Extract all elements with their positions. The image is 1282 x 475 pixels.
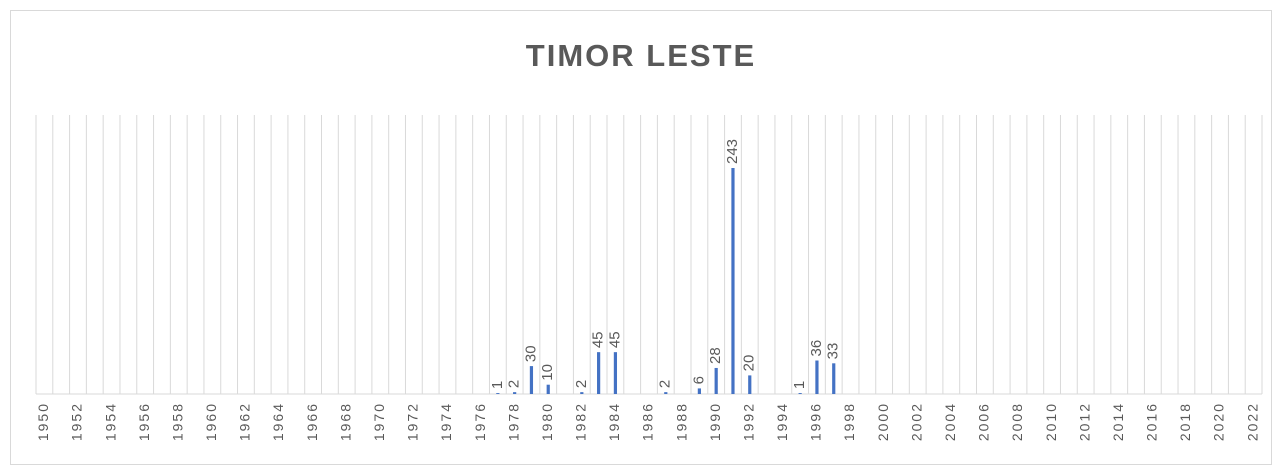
x-tick-label: 1988 (673, 402, 689, 441)
x-tick-label: 2022 (1244, 402, 1260, 441)
data-label: 6 (690, 376, 707, 384)
x-tick-label: 1990 (707, 402, 723, 441)
x-tick-label: 2004 (942, 402, 958, 441)
bar (529, 366, 534, 394)
bar (513, 392, 517, 394)
x-tick-label: 1994 (774, 402, 790, 441)
x-tick-label: 1992 (740, 402, 756, 441)
x-tick-label: 1958 (169, 402, 185, 441)
x-tick-label: 2016 (1144, 402, 1160, 441)
x-tick-label: 1962 (237, 402, 253, 441)
bar (731, 168, 735, 394)
bar (748, 375, 752, 394)
bar (697, 388, 701, 394)
x-tick-label: 2010 (1043, 402, 1059, 441)
bar (714, 367, 718, 394)
x-tick-label: 2018 (1177, 402, 1193, 441)
x-tick-label: 2006 (976, 402, 992, 441)
x-tick-label: 1986 (640, 402, 656, 441)
data-label: 20 (741, 355, 758, 372)
data-label: 2 (573, 380, 590, 388)
bar (798, 393, 802, 394)
x-tick-label: 1970 (371, 402, 387, 441)
data-label: 45 (590, 331, 607, 348)
x-tick-label: 1974 (438, 402, 454, 441)
x-tick-label: 1952 (69, 402, 85, 441)
x-tick-label: 1964 (270, 402, 286, 441)
bar (613, 352, 618, 394)
data-label: 33 (825, 343, 842, 360)
x-tick-label: 1976 (472, 402, 488, 441)
bar (580, 392, 584, 394)
data-label: 243 (724, 139, 741, 164)
data-label: 2 (657, 380, 674, 388)
x-tick-label: 1996 (808, 402, 824, 441)
data-label: 2 (506, 380, 523, 388)
x-tick-label: 1960 (203, 402, 219, 441)
bar (832, 363, 836, 394)
data-label: 10 (539, 364, 556, 381)
chart-title: TIMOR LESTE (526, 38, 756, 73)
data-label: 28 (707, 347, 724, 364)
bar (496, 393, 500, 394)
bar (664, 392, 668, 394)
x-tick-label: 1982 (573, 402, 589, 441)
x-tick-label: 2002 (908, 402, 924, 441)
x-tick-label: 2012 (1076, 402, 1092, 441)
bar (546, 384, 550, 394)
x-tick-label: 1984 (606, 402, 622, 441)
data-label: 45 (606, 331, 623, 348)
x-tick-label: 1950 (35, 402, 51, 441)
data-label: 30 (522, 345, 539, 362)
bar (597, 352, 601, 394)
x-tick-label: 2000 (875, 402, 891, 441)
x-tick-label: 1968 (337, 402, 353, 441)
data-label: 1 (489, 381, 506, 389)
x-tick-label: 1980 (539, 402, 555, 441)
x-tick-label: 2020 (1211, 402, 1227, 441)
bar (815, 360, 819, 394)
x-tick-label: 1978 (505, 402, 521, 441)
x-tick-label: 1972 (405, 402, 421, 441)
x-tick-label: 2008 (1009, 402, 1025, 441)
data-label: 1 (791, 381, 808, 389)
data-label: 36 (808, 340, 825, 357)
x-tick-label: 1954 (102, 402, 118, 441)
x-tick-label: 1998 (841, 402, 857, 441)
x-tick-label: 2014 (1110, 402, 1126, 441)
x-tick-label: 1966 (304, 402, 320, 441)
x-tick-label: 1956 (136, 402, 152, 441)
